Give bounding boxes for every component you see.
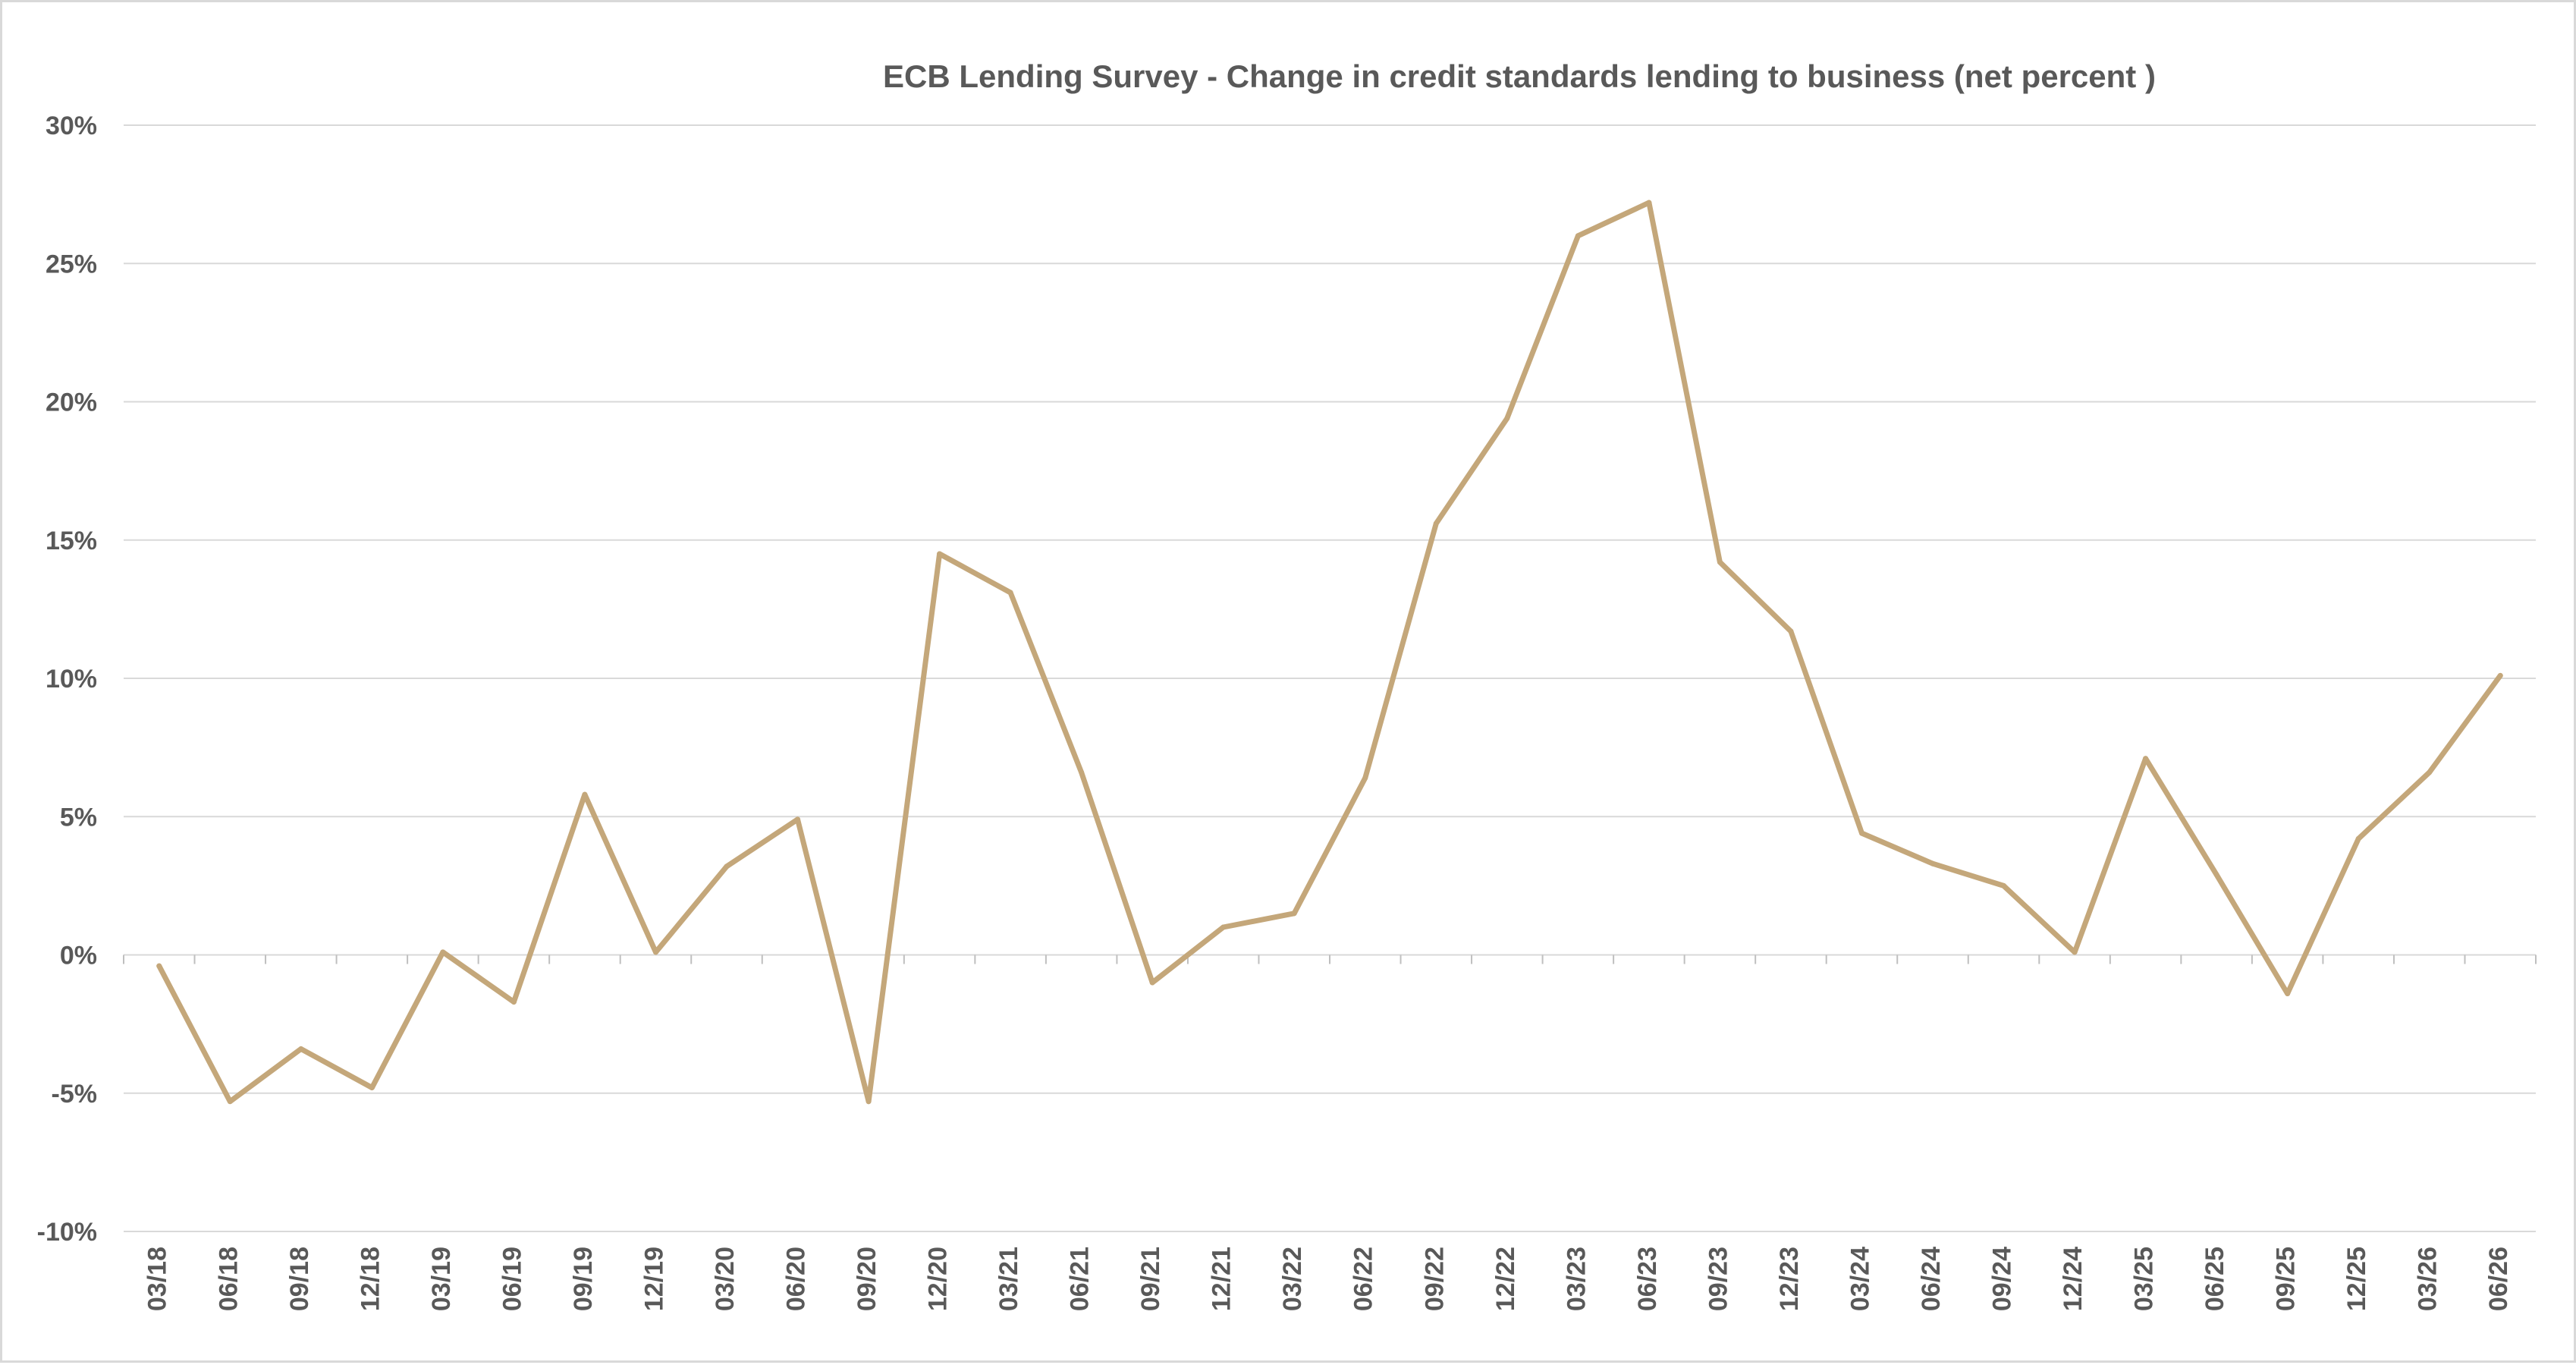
x-tick-label: 09/25 — [2272, 1247, 2301, 1311]
data-point — [1079, 769, 1085, 775]
y-tick-label: 0% — [60, 942, 97, 970]
x-tick-label: 09/19 — [569, 1247, 598, 1311]
data-point — [2001, 882, 2007, 889]
data-point — [582, 791, 588, 797]
x-tick-label: 03/22 — [1278, 1247, 1307, 1311]
data-point — [2285, 991, 2291, 997]
x-tick-label: 06/23 — [1633, 1247, 1662, 1311]
x-tick-label: 03/18 — [143, 1247, 172, 1311]
x-tick-label: 06/24 — [1917, 1247, 1946, 1311]
series-line — [156, 200, 2503, 1105]
data-point — [1717, 559, 1723, 565]
y-tick-label: 30% — [46, 112, 97, 140]
y-tick-label: 10% — [46, 665, 97, 694]
x-tick-label: 12/20 — [924, 1247, 953, 1311]
x-tick-label: 03/23 — [1562, 1247, 1591, 1311]
x-tick-label: 12/22 — [1491, 1247, 1520, 1311]
x-tick-label: 06/26 — [2484, 1247, 2513, 1311]
data-point — [1362, 775, 1368, 781]
x-tick-label: 09/23 — [1704, 1247, 1733, 1311]
x-tick-label: 06/20 — [782, 1247, 811, 1311]
data-point — [369, 1084, 375, 1090]
data-point — [440, 949, 446, 955]
y-tick-label: 5% — [60, 803, 97, 832]
y-tick-label: -5% — [52, 1080, 97, 1109]
x-tick-label: 03/25 — [2130, 1247, 2159, 1311]
data-point — [298, 1046, 304, 1052]
x-tick-label: 03/19 — [427, 1247, 456, 1311]
data-point — [1149, 980, 1155, 986]
data-point — [1646, 200, 1652, 206]
data-point — [865, 1099, 872, 1105]
x-tick-label: 12/25 — [2342, 1247, 2371, 1311]
x-tick-label: 12/19 — [639, 1247, 668, 1311]
x-tick-label: 03/20 — [711, 1247, 740, 1311]
x-tick-label: 12/24 — [2059, 1247, 2088, 1311]
data-point — [1291, 911, 1297, 917]
data-point — [1788, 628, 1794, 634]
data-point — [724, 863, 730, 870]
y-tick-label: 20% — [46, 388, 97, 417]
data-point — [2072, 949, 2078, 955]
x-tick-label: 06/21 — [1066, 1247, 1095, 1311]
data-point — [2143, 756, 2149, 762]
y-tick-label: 25% — [46, 250, 97, 278]
x-tick-label: 06/18 — [214, 1247, 243, 1311]
x-tick-label: 03/26 — [2414, 1247, 2442, 1311]
data-point — [227, 1099, 233, 1105]
data-point — [1433, 521, 1439, 527]
data-point — [2355, 835, 2361, 841]
x-tick-label: 09/22 — [1420, 1247, 1449, 1311]
y-tick-label: 15% — [46, 527, 97, 555]
x-tick-label: 12/18 — [356, 1247, 385, 1311]
x-tick-label: 09/24 — [1988, 1247, 2017, 1311]
y-tick-label: -10% — [37, 1218, 97, 1247]
x-tick-label: 06/22 — [1349, 1247, 1378, 1311]
x-axis-tick-labels: 03/18 06/18 09/18 12/18 03/19 06/19 09/19 12/19… — [143, 1247, 2513, 1311]
data-point — [1858, 830, 1864, 836]
data-point — [1007, 590, 1013, 596]
x-tick-label: 06/19 — [498, 1247, 526, 1311]
x-tick-label: 09/18 — [285, 1247, 314, 1311]
x-tick-label: 03/21 — [994, 1247, 1023, 1311]
data-point — [652, 949, 658, 955]
chart-title: ECB Lending Survey - Change in credit st… — [883, 58, 2156, 94]
data-point — [795, 816, 801, 822]
x-tick-label: 12/21 — [1208, 1247, 1236, 1311]
series-layer — [156, 200, 2503, 1105]
data-point — [937, 551, 943, 557]
data-point — [2427, 769, 2433, 775]
data-point — [1575, 233, 1581, 239]
y-axis-tick-labels: 30% 25% 20% 15% 10% 5% 0% -5% -10% — [37, 112, 97, 1247]
x-tick-label: 03/24 — [1846, 1247, 1874, 1311]
data-point — [510, 999, 517, 1005]
x-tick-label: 06/25 — [2201, 1247, 2229, 1311]
data-point — [1220, 924, 1227, 930]
gridlines — [123, 124, 2537, 1232]
data-point — [2213, 872, 2219, 878]
x-tick-label: 09/21 — [1136, 1247, 1165, 1311]
data-point — [156, 963, 162, 969]
data-point — [1504, 415, 1510, 421]
x-tick-label: 12/23 — [1775, 1247, 1804, 1311]
x-tick-label: 09/20 — [853, 1247, 881, 1311]
data-point — [1930, 860, 1936, 866]
data-point — [2497, 672, 2503, 678]
